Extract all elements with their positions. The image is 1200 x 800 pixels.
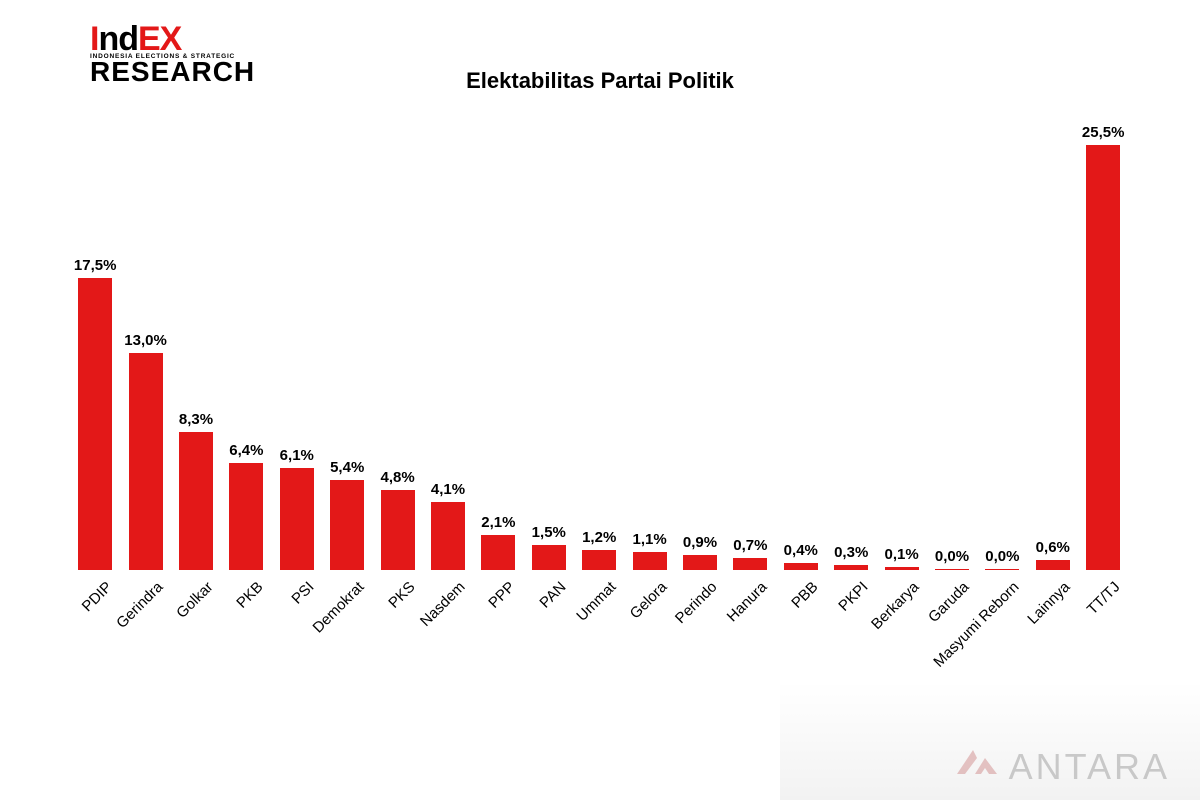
bar-value-label: 5,4% bbox=[330, 459, 364, 480]
bar bbox=[1036, 560, 1070, 570]
bar-group: 0,0%Masyumi Reborn bbox=[977, 120, 1027, 570]
bar bbox=[431, 502, 465, 570]
bar-group: 0,9%Perindo bbox=[675, 120, 725, 570]
bar-value-label: 4,8% bbox=[380, 469, 414, 490]
bar-category-label: Demokrat bbox=[305, 574, 367, 636]
bar-group: 8,3%Golkar bbox=[171, 120, 221, 570]
electability-bar-chart: 17,5%PDIP13,0%Gerindra8,3%Golkar6,4%PKB6… bbox=[70, 120, 1130, 690]
bar bbox=[78, 278, 112, 570]
bar bbox=[935, 569, 969, 570]
bar bbox=[532, 545, 566, 570]
bar-category-label: Hanura bbox=[720, 574, 771, 625]
bar-category-label: Nasdem bbox=[413, 574, 469, 630]
bar bbox=[683, 555, 717, 570]
bar bbox=[633, 552, 667, 570]
watermark-text: ANTARA bbox=[1009, 746, 1170, 788]
bar-group: 13,0%Gerindra bbox=[120, 120, 170, 570]
bar-group: 6,1%PSI bbox=[272, 120, 322, 570]
bar-value-label: 17,5% bbox=[74, 257, 117, 278]
bar bbox=[330, 480, 364, 570]
bar bbox=[179, 432, 213, 570]
bar-category-label: PKS bbox=[381, 574, 418, 611]
bar-group: 4,1%Nasdem bbox=[423, 120, 473, 570]
bar bbox=[129, 353, 163, 570]
bar-category-label: PKPI bbox=[831, 574, 871, 614]
bar-value-label: 1,5% bbox=[532, 524, 566, 545]
bar bbox=[834, 565, 868, 570]
bar bbox=[985, 569, 1019, 570]
bar-value-label: 13,0% bbox=[124, 332, 167, 353]
bar-category-label: PSI bbox=[284, 574, 317, 607]
bar-group: 0,4%PBB bbox=[776, 120, 826, 570]
bar-value-label: 0,0% bbox=[935, 548, 969, 569]
bar-category-label: Gerindra bbox=[109, 574, 167, 632]
bar-group: 0,1%Berkarya bbox=[876, 120, 926, 570]
bar-group: 2,1%PPP bbox=[473, 120, 523, 570]
bar-category-label: PKB bbox=[229, 574, 266, 611]
bar-group: 0,6%Lainnya bbox=[1028, 120, 1078, 570]
bar bbox=[381, 490, 415, 570]
bar bbox=[784, 563, 818, 570]
chart-title: Elektabilitas Partai Politik bbox=[0, 68, 1200, 94]
bar bbox=[280, 468, 314, 570]
bar-value-label: 0,4% bbox=[784, 542, 818, 563]
watermark-icon bbox=[953, 744, 999, 790]
bar-group: 1,1%Gelora bbox=[624, 120, 674, 570]
bar-value-label: 1,1% bbox=[632, 531, 666, 552]
bar-value-label: 0,7% bbox=[733, 537, 767, 558]
bar-category-label: PPP bbox=[481, 574, 518, 611]
bar-value-label: 0,9% bbox=[683, 534, 717, 555]
bar-category-label: Perindo bbox=[668, 574, 721, 627]
bar-category-label: PBB bbox=[784, 574, 821, 611]
bar-group: 0,7%Hanura bbox=[725, 120, 775, 570]
bar bbox=[733, 558, 767, 570]
bar-group: 1,2%Ummat bbox=[574, 120, 624, 570]
bar-value-label: 0,1% bbox=[884, 546, 918, 567]
bar-category-label: TT/TJ bbox=[1080, 574, 1124, 618]
bar-value-label: 4,1% bbox=[431, 481, 465, 502]
bar-group: 1,5%PAN bbox=[524, 120, 574, 570]
bar bbox=[582, 550, 616, 570]
bar-value-label: 6,1% bbox=[280, 447, 314, 468]
bar-category-label: Golkar bbox=[169, 574, 217, 622]
bar-group: 0,3%PKPI bbox=[826, 120, 876, 570]
bar bbox=[229, 463, 263, 570]
bar bbox=[885, 567, 919, 570]
bar-value-label: 8,3% bbox=[179, 411, 213, 432]
bar-value-label: 2,1% bbox=[481, 514, 515, 535]
bar-category-label: Berkarya bbox=[863, 574, 922, 633]
bar-group: 6,4%PKB bbox=[221, 120, 271, 570]
bar-group: 5,4%Demokrat bbox=[322, 120, 372, 570]
bar bbox=[1086, 145, 1120, 570]
bar-value-label: 0,6% bbox=[1036, 539, 1070, 560]
bar-category-label: PDIP bbox=[75, 574, 116, 615]
bar-category-label: Gelora bbox=[622, 574, 670, 622]
bar-category-label: Lainnya bbox=[1020, 574, 1073, 627]
logo-wordmark: IndEX bbox=[90, 24, 255, 55]
bar-value-label: 25,5% bbox=[1082, 124, 1125, 145]
chart-plot-area: 17,5%PDIP13,0%Gerindra8,3%Golkar6,4%PKB6… bbox=[70, 120, 1130, 570]
bar-group: 17,5%PDIP bbox=[70, 120, 120, 570]
bar-category-label: PAN bbox=[532, 574, 569, 611]
bar-category-label: Ummat bbox=[569, 574, 619, 624]
bar-group: 4,8%PKS bbox=[372, 120, 422, 570]
bar-group: 0,0%Garuda bbox=[927, 120, 977, 570]
bar-value-label: 1,2% bbox=[582, 529, 616, 550]
bar-value-label: 0,0% bbox=[985, 548, 1019, 569]
watermark: ANTARA bbox=[953, 744, 1170, 790]
bar bbox=[481, 535, 515, 570]
bar-value-label: 6,4% bbox=[229, 442, 263, 463]
bar-value-label: 0,3% bbox=[834, 544, 868, 565]
bar-group: 25,5%TT/TJ bbox=[1078, 120, 1128, 570]
